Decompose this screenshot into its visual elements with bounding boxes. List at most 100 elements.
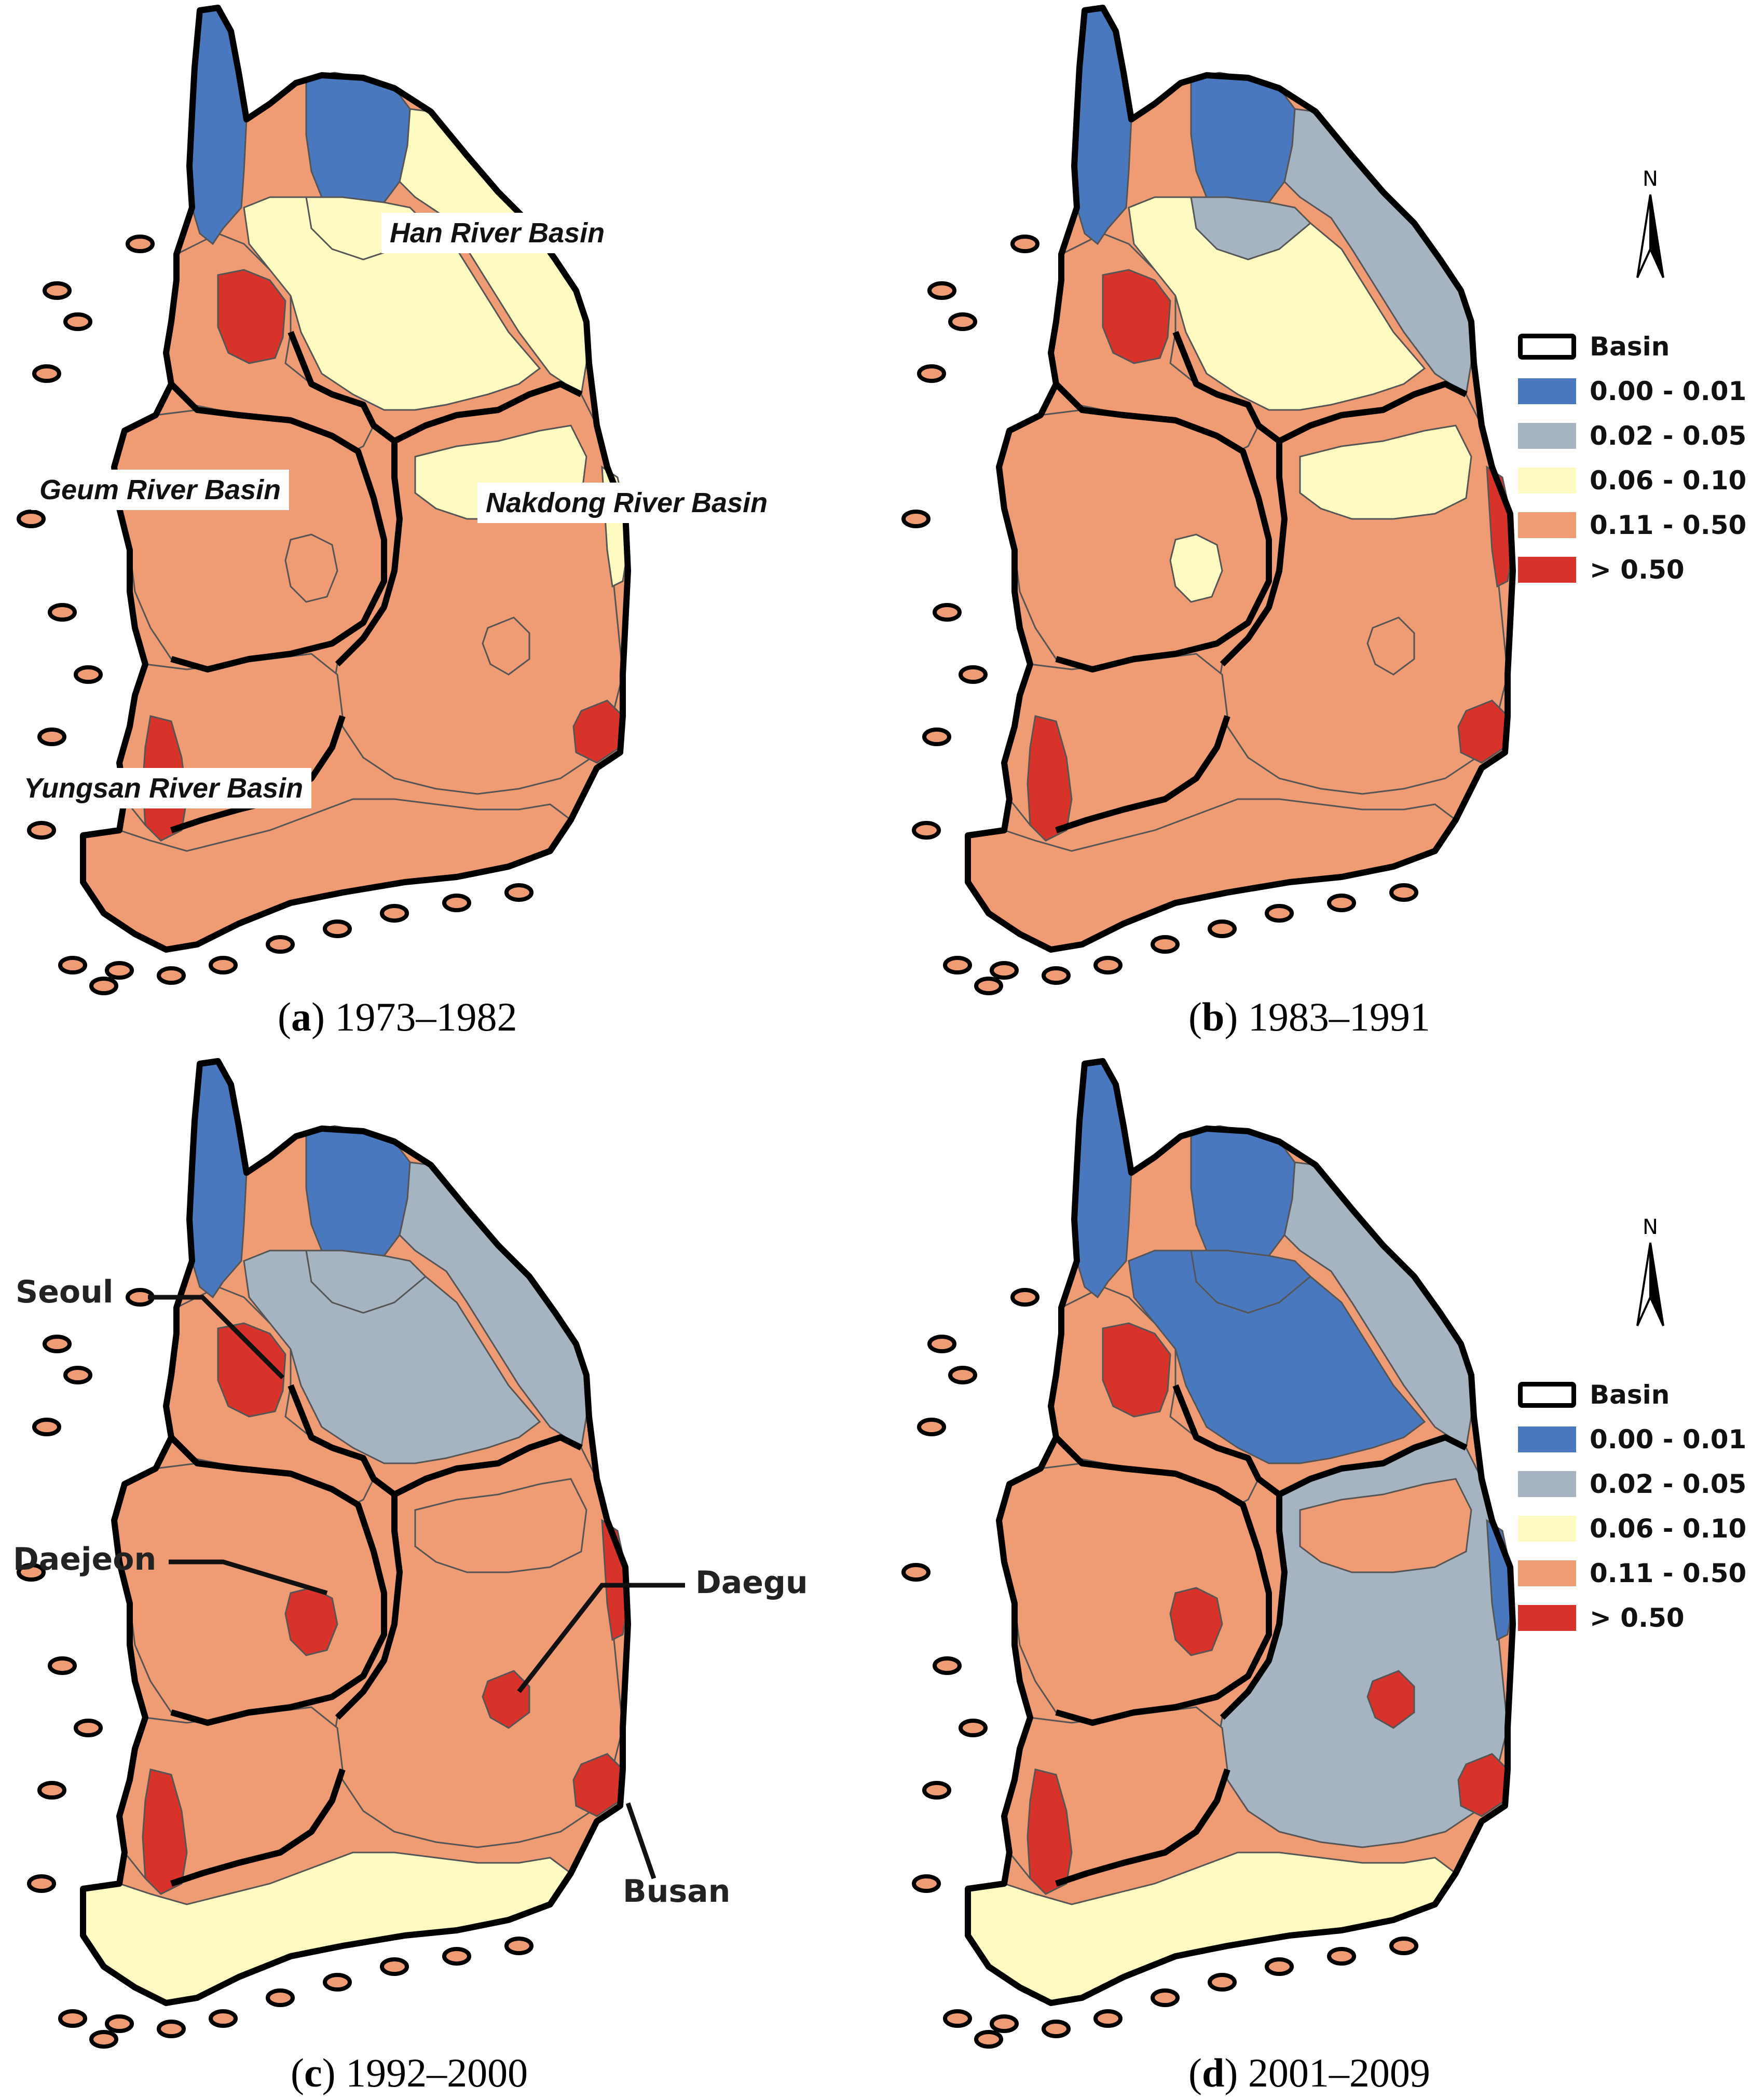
- island-mark: [901, 1563, 931, 1582]
- caption-letter-a: a: [291, 994, 311, 1039]
- legend-class-label: 0.00 - 0.01: [1590, 376, 1747, 406]
- island-mark: [380, 904, 409, 923]
- basin-swatch: [1518, 1382, 1576, 1408]
- island-mark: [1010, 235, 1039, 253]
- basin-boundary: [1055, 715, 1230, 833]
- legend-swatch: [1518, 1605, 1576, 1631]
- basin-boundary: [1054, 1435, 1272, 1726]
- island-mark: [948, 1366, 977, 1384]
- legend-swatch: [1518, 557, 1576, 583]
- island-mark: [1042, 966, 1071, 985]
- island-mark: [974, 977, 1003, 995]
- basin-boundary: [288, 1384, 583, 1498]
- legend-class-label: 0.06 - 0.10: [1590, 1514, 1747, 1544]
- legend-class-row: 0.00 - 0.01: [1518, 369, 1746, 414]
- daegu-label: Daegu: [695, 1564, 808, 1601]
- island-mark: [943, 2009, 972, 2028]
- country-outline: [80, 1058, 631, 2006]
- island-mark: [1389, 1937, 1418, 1955]
- district-region-nw2: [1190, 1125, 1296, 1257]
- district-region-yungW: [1027, 715, 1073, 842]
- island-mark: [266, 935, 295, 954]
- island-mark: [959, 665, 988, 684]
- island-mark: [89, 977, 118, 995]
- basin-swatch: [1518, 334, 1576, 360]
- legend-class-row: 0.00 - 0.01: [1518, 1417, 1746, 1462]
- caption-letter-d: d: [1201, 2050, 1225, 2095]
- district-region-daejeon: [1169, 533, 1223, 603]
- legend-class-row: > 0.50: [1518, 547, 1746, 592]
- island-mark: [442, 1947, 471, 1966]
- legend-class-row: > 0.50: [1518, 1596, 1746, 1640]
- island-mark: [27, 1874, 56, 1893]
- island-mark: [1151, 1988, 1180, 2007]
- yungsan-river-basin-label: Yungsan River Basin: [16, 768, 312, 808]
- legend-swatch: [1518, 1426, 1576, 1452]
- district-region-nakN: [1299, 1478, 1472, 1573]
- legend-bottom: Basin 0.00 - 0.01 0.02 - 0.05 0.06 - 0.1…: [1518, 1372, 1746, 1640]
- caption-period-d: 2001–2009: [1248, 2050, 1430, 2095]
- legend-swatch: [1518, 423, 1576, 449]
- island-mark: [922, 1781, 951, 1800]
- district-region-daejeon: [284, 533, 338, 603]
- district-region-daegu: [482, 616, 530, 676]
- district-region-nakN: [1299, 424, 1472, 520]
- island-mark: [917, 364, 946, 383]
- island-mark: [974, 2030, 1003, 2049]
- daejeon-label: Daejeon: [13, 1541, 157, 1577]
- district-region-nakN: [414, 1478, 587, 1573]
- district-region-seoul: [1102, 1322, 1171, 1418]
- island-mark: [37, 1781, 66, 1800]
- legend-basin-row: Basin: [1518, 1372, 1746, 1417]
- island-mark: [323, 1973, 352, 1992]
- basin-boundary: [288, 331, 583, 444]
- north-arrow-icon: N: [1636, 1215, 1664, 1326]
- legend-class-row: 0.06 - 0.10: [1518, 1506, 1746, 1551]
- busan-label: Busan: [623, 1873, 731, 1910]
- island-mark: [126, 235, 155, 253]
- island-mark: [901, 510, 931, 528]
- caption-b: (b) 1983–1991: [1188, 994, 1430, 1039]
- legend-basin-label: Basin: [1590, 1380, 1670, 1410]
- basin-boundary: [335, 441, 403, 667]
- island-mark: [922, 728, 951, 746]
- island-mark: [1208, 919, 1237, 938]
- legend-class-label: 0.11 - 0.50: [1590, 1558, 1747, 1588]
- district-region-daejeon: [1169, 1587, 1223, 1656]
- island-mark: [917, 1418, 946, 1436]
- island-mark: [126, 1288, 155, 1307]
- legend-class-row: 0.02 - 0.05: [1518, 1462, 1746, 1506]
- island-mark: [933, 603, 962, 622]
- island-mark: [48, 1656, 77, 1675]
- basin-boundary: [335, 1494, 403, 1720]
- district-region-geum: [113, 409, 385, 670]
- island-mark: [209, 956, 238, 974]
- island-mark: [1265, 904, 1294, 923]
- caption-period-a: 1973–1982: [335, 994, 517, 1039]
- map-panel-b: [901, 5, 1516, 995]
- island-mark: [380, 1957, 409, 1976]
- island-mark: [157, 2020, 186, 2038]
- island-mark: [1389, 883, 1418, 902]
- seoul-label: Seoul: [16, 1274, 114, 1310]
- nakdong-river-basin-label: Nakdong River Basin: [477, 483, 776, 523]
- island-mark: [58, 2009, 87, 2028]
- han-river-basin-label: Han River Basin: [381, 213, 613, 253]
- island-mark: [32, 364, 61, 383]
- caption-d: (d) 2001–2009: [1188, 2050, 1430, 2095]
- island-mark: [58, 956, 87, 974]
- caption-period-b: 1983–1991: [1248, 994, 1430, 1039]
- legend-swatch: [1518, 468, 1576, 493]
- district-region-seoul: [1102, 269, 1171, 364]
- island-mark: [912, 1874, 941, 1893]
- island-mark: [1327, 894, 1356, 912]
- island-mark: [74, 665, 103, 684]
- basin-boundary: [1055, 1768, 1230, 1887]
- island-mark: [323, 919, 352, 938]
- island-mark: [912, 821, 941, 840]
- country-outline: [965, 1058, 1516, 2006]
- island-mark: [266, 1988, 295, 2007]
- basin-boundary: [170, 1768, 346, 1887]
- legend-class-row: 0.11 - 0.50: [1518, 503, 1746, 547]
- basin-boundary: [1220, 1494, 1288, 1720]
